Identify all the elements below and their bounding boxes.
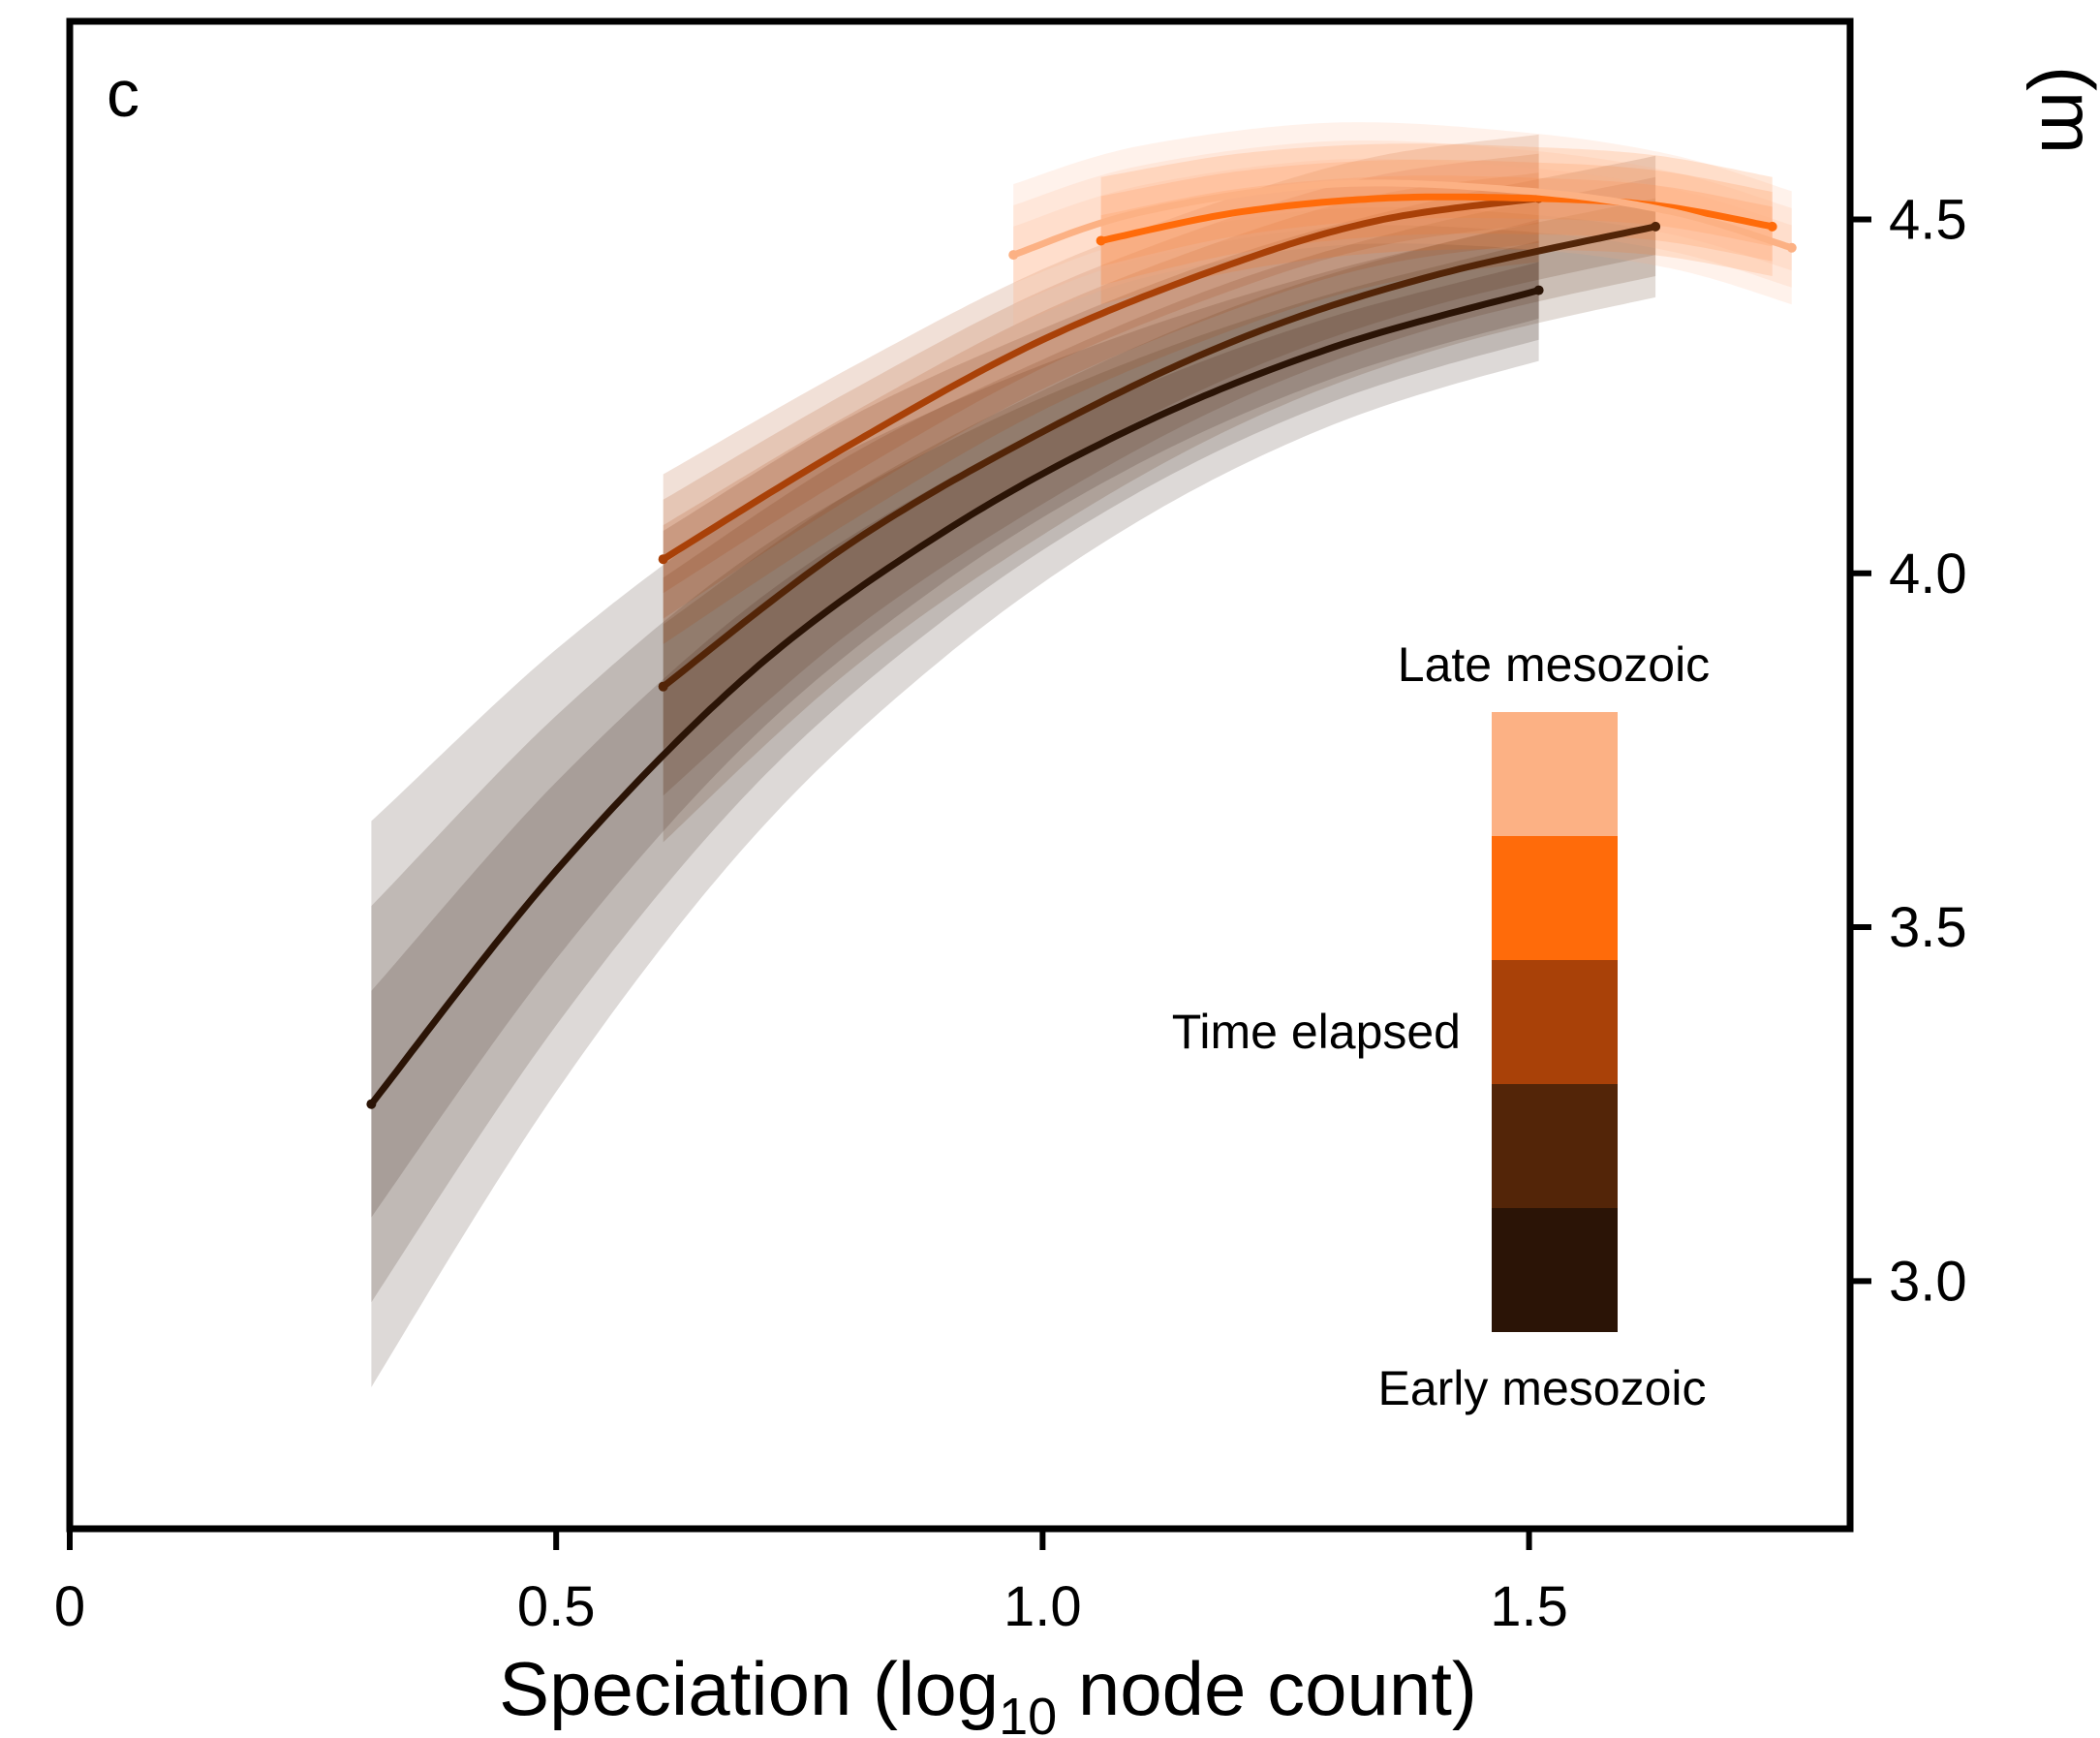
y-tick-label: 3.5 bbox=[1889, 896, 1967, 959]
y-axis-ticks: 3.0 3.5 4.0 4.5 bbox=[1850, 189, 1967, 1313]
uncertainty-band-5-layer-3 bbox=[1013, 158, 1792, 284]
line-start-point-3 bbox=[658, 554, 668, 565]
line-start-point-2 bbox=[658, 681, 668, 692]
y-axis-label-fragment: (m bbox=[2025, 66, 2100, 154]
mean-lines bbox=[366, 179, 1797, 1109]
x-axis-label-main: Speciation (log bbox=[499, 1646, 999, 1731]
uncertainty-band-2-layer-2 bbox=[663, 176, 1656, 796]
uncertainty-band-1-layer-2 bbox=[371, 240, 1539, 1303]
y-tick-label: 4.0 bbox=[1889, 543, 1967, 605]
x-axis-label-tail: node count) bbox=[1057, 1646, 1477, 1731]
colorbar-bottom-label: Early mesozoic bbox=[1378, 1361, 1707, 1415]
colorbar-swatch-1 bbox=[1492, 712, 1618, 836]
x-tick-label: 0 bbox=[54, 1575, 85, 1638]
line-start-point-1 bbox=[366, 1099, 377, 1109]
line-end-point-4 bbox=[1767, 221, 1777, 232]
plot-frame bbox=[66, 17, 1854, 1533]
x-axis-label-subscript: 10 bbox=[999, 1688, 1057, 1738]
line-start-point-5 bbox=[1008, 250, 1019, 261]
uncertainty-band-2-layer-3 bbox=[663, 198, 1656, 750]
x-tick-label: 0.5 bbox=[517, 1575, 596, 1638]
uncertainty-band-1-layer-3 bbox=[371, 262, 1539, 1218]
x-axis-label: Speciation (log10 node count) bbox=[499, 1646, 1477, 1738]
y-tick-label: 3.0 bbox=[1889, 1250, 1967, 1313]
x-tick-label: 1.5 bbox=[1490, 1575, 1568, 1638]
line-end-point-1 bbox=[1533, 285, 1544, 295]
mean-line-1 bbox=[367, 287, 1543, 1108]
mean-line-5 bbox=[1009, 179, 1796, 259]
colorbar-swatch-3 bbox=[1492, 960, 1618, 1084]
line-start-point-4 bbox=[1096, 235, 1106, 246]
y-tick-label: 4.5 bbox=[1889, 189, 1967, 252]
colorbar-top-label: Late mesozoic bbox=[1398, 637, 1710, 692]
uncertainty-band-3-layer-2 bbox=[663, 153, 1539, 619]
uncertainty-band-1-layer-1 bbox=[371, 219, 1539, 1387]
uncertainty-band-5-layer-2 bbox=[1013, 140, 1792, 305]
x-axis-ticks: 0 0.5 1.0 1.5 bbox=[54, 1529, 1568, 1638]
line-end-point-2 bbox=[1651, 221, 1661, 232]
uncertainty-band-3-layer-3 bbox=[663, 172, 1539, 594]
uncertainty-band-3-layer-1 bbox=[663, 134, 1539, 644]
x-tick-label: 1.0 bbox=[1004, 1575, 1082, 1638]
colorbar-swatch-2 bbox=[1492, 836, 1618, 960]
colorbar: Late mesozoic Time elapsed Early mesozoi… bbox=[1172, 637, 1710, 1415]
mean-line-2 bbox=[660, 223, 1659, 691]
colorbar-middle-label: Time elapsed bbox=[1172, 1005, 1461, 1059]
mean-line-4 bbox=[1097, 193, 1776, 244]
mean-line-3 bbox=[660, 195, 1543, 563]
colorbar-swatches bbox=[1492, 712, 1618, 1332]
line-end-point-5 bbox=[1786, 242, 1797, 253]
colorbar-swatch-5 bbox=[1492, 1208, 1618, 1332]
colorbar-swatch-4 bbox=[1492, 1084, 1618, 1208]
uncertainty-band-4-layer-1 bbox=[1100, 143, 1773, 305]
uncertainty-band-5-layer-1 bbox=[1013, 122, 1792, 326]
panel-label: c bbox=[107, 57, 139, 131]
